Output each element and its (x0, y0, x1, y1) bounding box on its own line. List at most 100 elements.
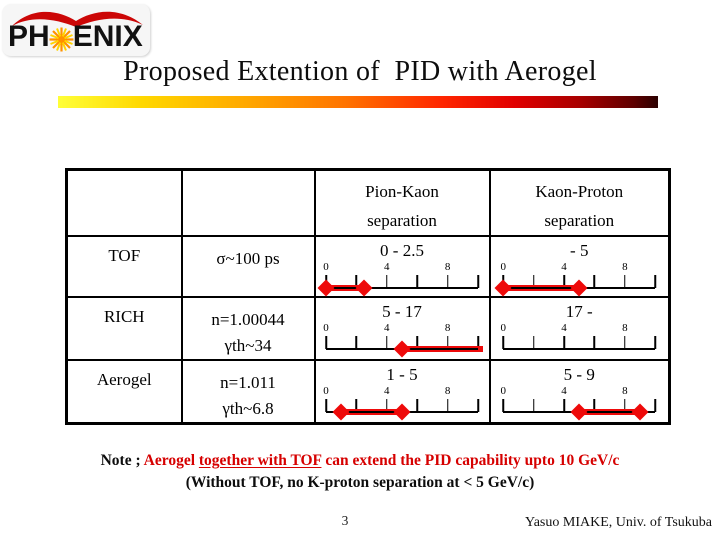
ruler-tick (477, 275, 479, 288)
range-label: 17 - (565, 302, 593, 321)
ruler-tick (386, 336, 388, 349)
logo-wordmark: PH ENIX (8, 20, 148, 54)
ruler-tick-label: 0 (500, 322, 507, 334)
ruler-tick-label: 8 (622, 322, 628, 334)
ruler-tick (416, 336, 418, 349)
ruler-tick-label: 0 (323, 261, 329, 273)
ruler-tick (654, 336, 656, 349)
ruler-tick (477, 399, 479, 412)
note-block: Note ; Aerogel together with TOF can ext… (0, 450, 720, 494)
momentum-ruler: 0 4 8 (323, 385, 479, 421)
ruler-tick-label: 8 (622, 385, 628, 397)
rich-kaon-proton-cell: 17 - 0 4 8 (488, 296, 671, 361)
detector-params: n=1.011 γth~6.8 (180, 359, 316, 425)
ruler-tick (624, 275, 626, 288)
momentum-ruler: 0 4 8 (494, 261, 656, 297)
diamond-marker (570, 403, 588, 421)
ruler-tick-label: 4 (561, 322, 567, 334)
detector-name: TOF (65, 235, 183, 298)
ruler-baseline (503, 348, 656, 350)
phoenix-bird-icon (12, 11, 143, 27)
ruler-tick-label: 8 (622, 261, 628, 273)
ruler-tick-label: 4 (384, 322, 390, 334)
momentum-ruler: 0 4 8 (323, 322, 484, 358)
header-line: separation (544, 211, 615, 230)
phenix-logo: PH ENIX (2, 4, 150, 56)
diamond-marker (570, 279, 588, 297)
momentum-ruler: 0 4 8 (500, 385, 656, 421)
diamond-marker (393, 340, 411, 358)
logo-text-right: ENIX (72, 20, 143, 53)
detector-params: n=1.00044 γth~34 (180, 296, 316, 361)
rich-pion-kaon-cell: 5 - 17 0 4 8 (313, 296, 491, 361)
ruler-tick (593, 275, 596, 288)
ruler-tick (416, 399, 418, 412)
ruler-tick-label: 0 (323, 385, 329, 397)
ruler-tick (355, 275, 358, 288)
ruler-tick-label: 0 (500, 385, 507, 397)
range-label: 0 - 2.5 (380, 241, 424, 260)
ruler-tick (563, 275, 565, 288)
range-label: 5 - 17 (382, 302, 422, 321)
ruler-tick (563, 336, 565, 349)
param-line: γth~34 (224, 336, 272, 355)
ruler-tick-label: 8 (444, 322, 451, 334)
page-number: 3 (341, 513, 349, 528)
ruler-tick (593, 336, 596, 349)
ruler-tick (477, 336, 479, 349)
slide-title: Proposed Extention of PID with Aerogel (123, 56, 597, 87)
detector-name: Aerogel (65, 359, 183, 425)
ruler-tick (325, 399, 327, 412)
note-line-2: (Without TOF, no K-proton separation at … (185, 474, 535, 491)
ruler-tick-label: 4 (561, 385, 567, 397)
diamond-marker (355, 279, 373, 297)
ruler-tick-label: 4 (384, 385, 390, 397)
diamond-marker (631, 403, 649, 421)
title-divider-gradient (58, 96, 658, 108)
empty-header-cell (65, 168, 183, 237)
momentum-ruler: 0 4 8 (500, 322, 656, 357)
ruler-tick (532, 399, 535, 412)
ruler-tick (416, 275, 418, 288)
header-line: Kaon-Proton (535, 182, 624, 201)
ruler-tick-label: 0 (323, 322, 329, 334)
ruler-tick (624, 399, 626, 412)
param-line: σ~100 ps (216, 249, 280, 268)
range-label: - 5 (570, 241, 589, 260)
ruler-tick-label: 0 (500, 261, 507, 273)
diamond-marker (494, 279, 512, 297)
table-row-tof: TOF σ~100 ps 0 - 2.5 0 4 8 - 5 0 4 8 (65, 235, 671, 298)
ruler-tick (325, 336, 327, 349)
detector-params: σ~100 ps (180, 235, 316, 298)
ruler-tick-label: 4 (384, 261, 390, 273)
diamond-marker (393, 403, 411, 421)
ruler-tick (386, 275, 388, 288)
momentum-ruler: 0 4 8 (317, 261, 479, 297)
ruler-tick (446, 336, 449, 349)
ruler-tick (502, 399, 504, 412)
ruler-tick (532, 275, 535, 288)
ruler-tick (355, 399, 358, 412)
tof-kaon-proton-cell: - 5 0 4 8 (488, 235, 671, 298)
pion-kaon-header: Pion-Kaon separation (313, 168, 491, 237)
aerogel-kaon-proton-cell: 5 - 9 0 4 8 (488, 359, 671, 425)
ruler-tick-label: 4 (561, 261, 567, 273)
param-line: γth~6.8 (222, 399, 274, 418)
tof-pion-kaon-cell: 0 - 2.5 0 4 8 (313, 235, 491, 298)
ruler-tick (355, 336, 358, 349)
sunburst-icon (49, 27, 74, 51)
aerogel-pion-kaon-cell: 1 - 5 0 4 8 (313, 359, 491, 425)
table-row-aerogel: Aerogel n=1.011 γth~6.8 1 - 5 0 4 8 5 - 9 … (65, 359, 671, 425)
note-underlined-text: together with TOF (198, 452, 322, 469)
ruler-tick (654, 399, 656, 412)
ruler-tick (502, 336, 504, 349)
detector-name: RICH (65, 296, 183, 361)
range-label: 1 - 5 (386, 365, 418, 384)
ruler-tick (386, 399, 388, 412)
table-header-row: Pion-Kaon separation Kaon-Proton separat… (65, 168, 671, 237)
author-credit: Yasuo MIAKE, Univ. of Tsukuba (525, 515, 712, 530)
ruler-baseline (326, 287, 478, 289)
ruler-tick (446, 275, 449, 288)
header-line: separation (367, 211, 437, 230)
